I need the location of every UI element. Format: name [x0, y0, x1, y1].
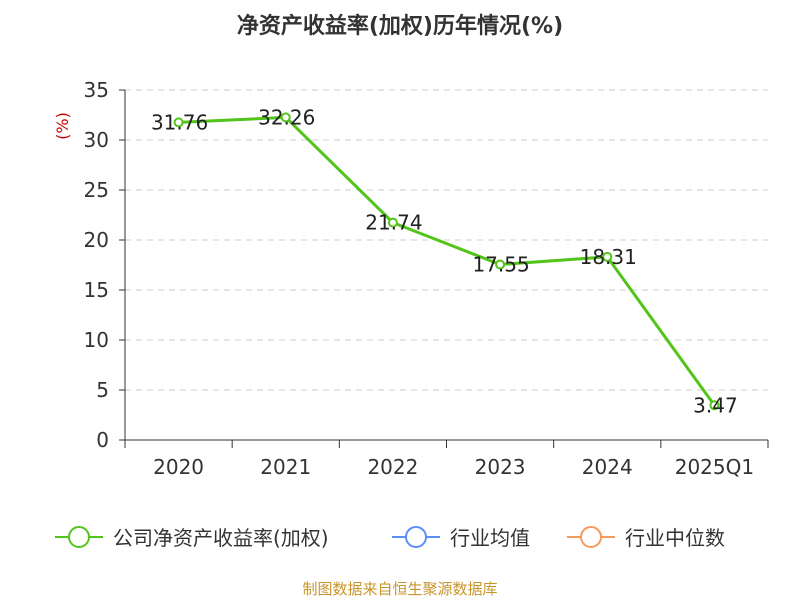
x-tick-label: 2024 [582, 455, 633, 479]
data-label: 32.26 [258, 105, 315, 129]
y-tick-label: 20 [84, 228, 109, 252]
grid [125, 89, 768, 391]
y-tick-label: 10 [84, 328, 109, 352]
x-tick-label: 2023 [475, 455, 526, 479]
y-axis-ticks: 0 5 10 15 20 25 30 35 [84, 78, 125, 452]
legend-label: 行业均值 [450, 526, 530, 550]
y-tick-label: 25 [84, 178, 109, 202]
x-axis-ticks: 2020 2021 2022 2023 2024 2025Q1 [124, 440, 769, 479]
source-note: 制图数据来自恒生聚源数据库 [302, 580, 497, 598]
legend-label: 公司净资产收益率(加权) [113, 526, 329, 550]
x-tick-label: 2020 [153, 455, 204, 479]
y-tick-label: 5 [96, 378, 109, 402]
x-tick-label: 2022 [367, 455, 418, 479]
y-tick-label: 0 [96, 428, 109, 452]
data-point [173, 117, 184, 128]
series-line [178, 115, 716, 407]
chart-title: 净资产收益率(加权)历年情况(%) [237, 13, 563, 39]
y-tick-label: 15 [84, 278, 109, 302]
legend: 公司净资产收益率(加权) 行业均值 行业中位数 [55, 526, 725, 550]
data-point [495, 259, 506, 270]
data-point [280, 112, 291, 123]
legend-marker [405, 526, 427, 548]
legend-label: 行业中位数 [625, 526, 725, 550]
data-point [602, 251, 613, 262]
series-layer: 31.76 32.26 21.74 17.55 18.31 3.47 [151, 105, 738, 417]
data-label: 17.55 [472, 253, 529, 277]
legend-marker [580, 526, 602, 548]
data-label: 3.47 [693, 393, 738, 417]
legend-marker [68, 526, 90, 548]
data-point [387, 217, 398, 228]
x-tick-label: 2025Q1 [675, 455, 754, 479]
data-label: 18.31 [580, 245, 637, 269]
data-label: 31.76 [151, 110, 208, 134]
y-axis-label: (%) [53, 112, 72, 140]
y-tick-label: 30 [84, 128, 109, 152]
y-tick-label: 35 [84, 78, 109, 102]
data-label: 21.74 [365, 211, 422, 235]
axes [124, 90, 768, 441]
data-point [709, 400, 720, 411]
x-tick-label: 2021 [260, 455, 311, 479]
